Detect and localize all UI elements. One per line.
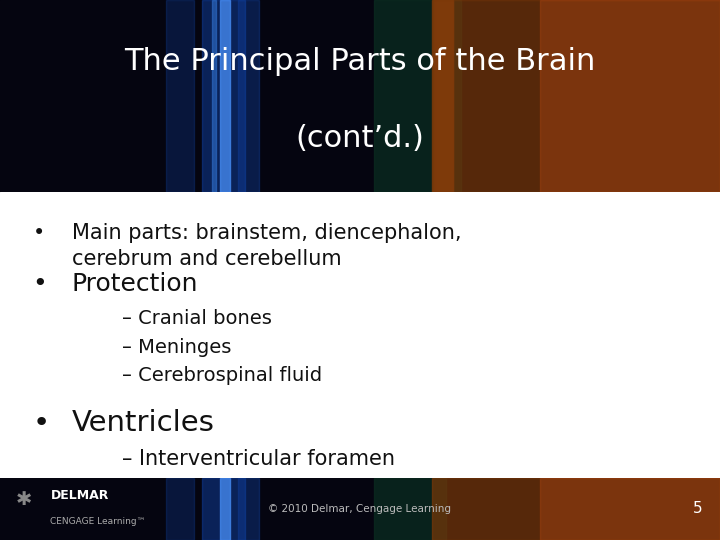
Text: – Meninges: – Meninges bbox=[122, 338, 232, 356]
Bar bbox=[435, 0, 446, 192]
Bar bbox=[441, 0, 452, 192]
Bar bbox=[432, 478, 720, 540]
Text: Ventricles: Ventricles bbox=[72, 409, 215, 437]
Bar bbox=[374, 0, 461, 192]
Bar bbox=[435, 0, 446, 192]
Bar bbox=[442, 0, 453, 192]
Bar bbox=[438, 0, 449, 192]
Text: 5: 5 bbox=[693, 502, 702, 516]
Bar bbox=[202, 0, 245, 192]
Bar bbox=[540, 478, 720, 540]
Bar bbox=[166, 478, 194, 540]
Bar bbox=[439, 0, 450, 192]
Text: •: • bbox=[32, 272, 47, 296]
Bar bbox=[441, 0, 452, 192]
Bar bbox=[433, 0, 444, 192]
Text: DELMAR: DELMAR bbox=[50, 489, 109, 502]
Bar bbox=[238, 478, 259, 540]
Bar bbox=[433, 0, 444, 192]
Bar bbox=[436, 0, 446, 192]
Text: ✱: ✱ bbox=[16, 490, 32, 509]
Bar bbox=[202, 478, 245, 540]
Bar bbox=[436, 0, 447, 192]
Bar bbox=[220, 0, 230, 192]
Bar bbox=[438, 0, 448, 192]
Bar bbox=[432, 0, 720, 192]
Bar bbox=[432, 0, 443, 192]
Bar bbox=[439, 0, 451, 192]
Text: CENGAGE Learning™: CENGAGE Learning™ bbox=[50, 517, 146, 526]
Text: The Principal Parts of the Brain: The Principal Parts of the Brain bbox=[125, 47, 595, 76]
Text: – Cranial bones: – Cranial bones bbox=[122, 309, 272, 328]
Bar bbox=[437, 0, 448, 192]
Bar bbox=[440, 0, 451, 192]
Bar bbox=[433, 0, 444, 192]
Bar bbox=[166, 0, 194, 192]
Bar bbox=[220, 478, 230, 540]
Bar bbox=[441, 0, 451, 192]
Bar bbox=[238, 0, 259, 192]
Text: •: • bbox=[32, 409, 50, 437]
Text: Protection: Protection bbox=[72, 272, 199, 296]
Bar bbox=[374, 478, 446, 540]
Bar bbox=[212, 0, 216, 192]
Bar bbox=[434, 0, 445, 192]
Text: © 2010 Delmar, Cengage Learning: © 2010 Delmar, Cengage Learning bbox=[269, 504, 451, 514]
Bar bbox=[540, 0, 720, 192]
Bar bbox=[438, 0, 449, 192]
Text: (cont’d.): (cont’d.) bbox=[296, 124, 424, 152]
Text: – Interventricular foramen: – Interventricular foramen bbox=[122, 449, 395, 469]
Text: – Cerebrospinal fluid: – Cerebrospinal fluid bbox=[122, 366, 323, 385]
Text: Main parts: brainstem, diencephalon,
cerebrum and cerebellum: Main parts: brainstem, diencephalon, cer… bbox=[72, 223, 462, 269]
Text: •: • bbox=[32, 223, 45, 243]
